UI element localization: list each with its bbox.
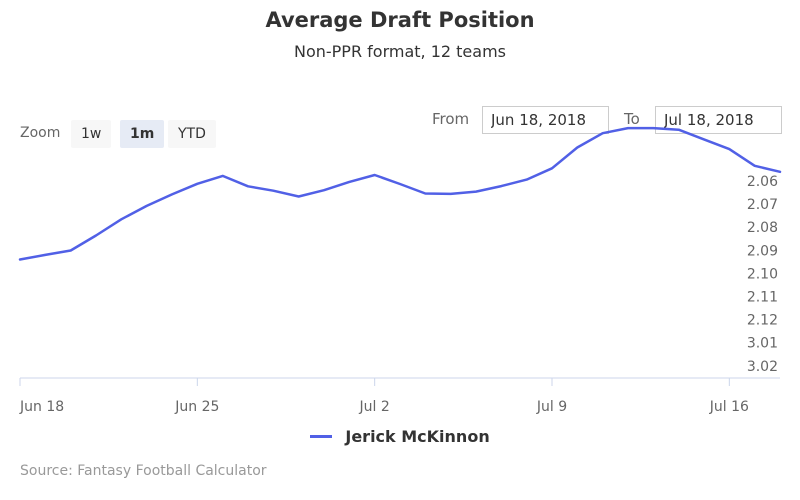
zoom-1w-button[interactable]: 1w <box>71 120 112 148</box>
series-line-jerick-mckinnon[interactable] <box>18 126 782 261</box>
y-tick-label: 2.06 <box>747 174 778 190</box>
y-tick-label: 2.12 <box>747 313 778 329</box>
x-tick-label: Jul 16 <box>709 399 749 415</box>
series-layer <box>18 126 782 261</box>
zoom-label: Zoom <box>20 125 61 141</box>
chart-subtitle: Non-PPR format, 12 teams <box>293 42 506 61</box>
zoom-ytd-button[interactable]: YTD <box>168 120 216 148</box>
y-axis: 2.06 2.07 2.08 2.09 2.10 2.11 2.12 3.01 3.02 <box>747 174 778 375</box>
x-tick-label: Jul 2 <box>359 399 390 415</box>
x-tick-label: Jul 9 <box>536 399 567 415</box>
x-axis: Jun 18 Jun 25 Jul 2 Jul 9 Jul 16 <box>19 377 780 415</box>
x-tick-label: Jun 25 <box>174 399 219 415</box>
range-from-label: From <box>432 110 470 128</box>
legend[interactable]: Jerick McKinnon <box>0 426 800 446</box>
range-to-label: To <box>624 110 640 128</box>
x-tick-label: Jun 18 <box>19 399 64 415</box>
y-tick-label: 2.10 <box>747 266 778 282</box>
y-tick-label: 3.01 <box>747 336 778 352</box>
source-credit: Source: Fantasy Football Calculator <box>20 463 267 479</box>
y-tick-label: 2.08 <box>747 220 778 236</box>
legend-series-line <box>310 435 333 438</box>
chart-title: Average Draft Position <box>265 8 535 32</box>
zoom-1m-button[interactable]: 1m <box>120 120 165 148</box>
y-tick-label: 2.11 <box>747 290 778 306</box>
y-tick-label: 3.02 <box>747 359 778 375</box>
range-from-input[interactable] <box>482 106 609 134</box>
y-tick-label: 2.09 <box>747 243 778 259</box>
y-tick-label: 2.07 <box>747 197 778 213</box>
legend-series-label: Jerick McKinnon <box>345 427 490 446</box>
